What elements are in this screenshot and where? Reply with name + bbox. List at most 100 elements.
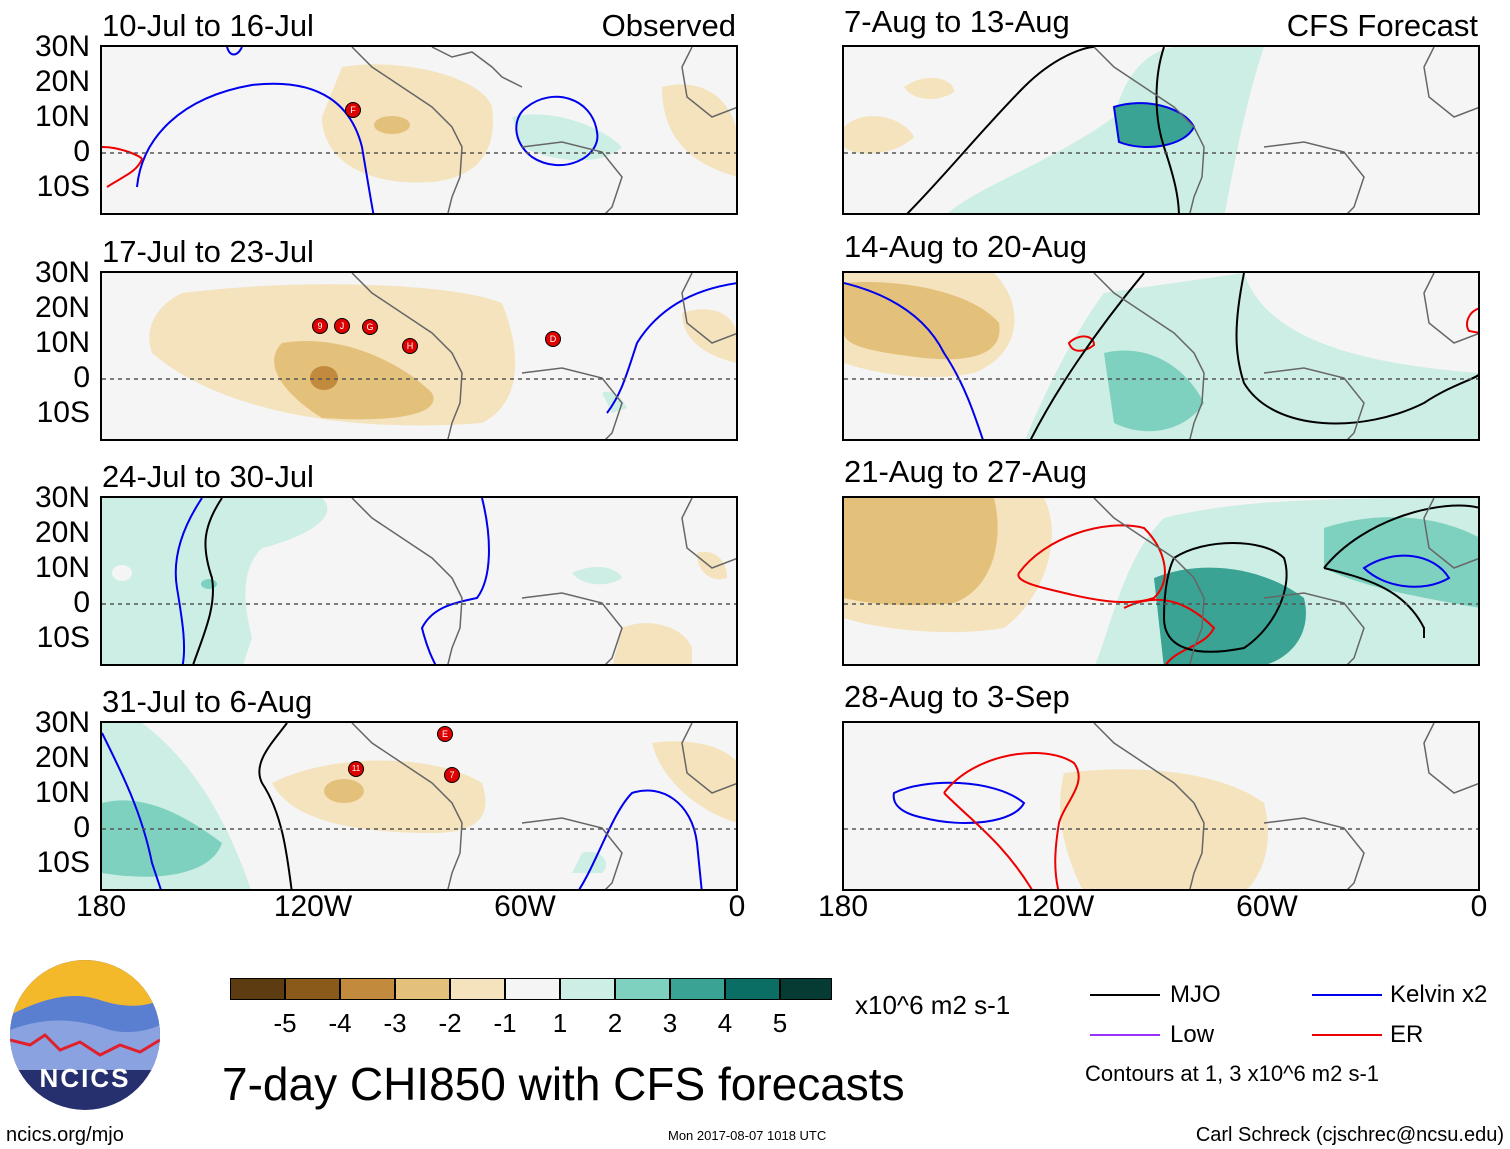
lat-label: 20N bbox=[34, 516, 90, 549]
storm-marker-7: 7 bbox=[444, 767, 460, 783]
lon-label: 180 bbox=[75, 890, 127, 923]
panel-title: 24-Jul to 30-Jul bbox=[102, 459, 314, 494]
colorbar-label: -5 bbox=[273, 1008, 297, 1038]
map-graphic bbox=[844, 498, 1478, 664]
contours-note: Contours at 1, 3 x10^6 m2 s-1 bbox=[1085, 1061, 1380, 1086]
map-graphic bbox=[102, 47, 736, 213]
colorbar-swatch bbox=[395, 978, 450, 1000]
cfs-forecast-label: CFS Forecast bbox=[1286, 8, 1478, 43]
colorbar-label: 4 bbox=[717, 1008, 733, 1038]
lat-label: 20N bbox=[34, 741, 90, 774]
colorbar-label: 2 bbox=[607, 1008, 623, 1038]
lon-label: 60W bbox=[494, 890, 556, 923]
footer-timestamp: Mon 2017-08-07 1018 UTC bbox=[668, 1128, 827, 1143]
panel-title: 10-Jul to 16-Jul bbox=[102, 8, 314, 43]
kelvin-legend-label: Kelvin x2 bbox=[1390, 981, 1488, 1008]
panel-title: 14-Aug to 20-Aug bbox=[844, 229, 1088, 264]
map-graphic bbox=[844, 47, 1478, 213]
colorbar-swatch bbox=[230, 978, 285, 1000]
colorbar-swatch bbox=[560, 978, 615, 1000]
footer-url[interactable]: ncics.org/mjo bbox=[6, 1124, 124, 1146]
lat-label: 30N bbox=[34, 256, 90, 289]
storm-marker-J: J bbox=[334, 318, 350, 334]
colorbar-label: -2 bbox=[438, 1008, 462, 1038]
panel-title: 28-Aug to 3-Sep bbox=[844, 679, 1070, 714]
map-panel-8 bbox=[842, 721, 1480, 891]
lat-label: 30N bbox=[34, 706, 90, 739]
lat-label: 0 bbox=[73, 586, 90, 619]
lon-label: 180 bbox=[817, 890, 869, 923]
lat-label: 10S bbox=[36, 846, 90, 879]
lat-label: 20N bbox=[34, 291, 90, 324]
panel-title: 7-Aug to 13-Aug bbox=[844, 4, 1070, 39]
lat-label: 30N bbox=[34, 30, 90, 63]
lon-label: 0 bbox=[728, 890, 746, 923]
storm-marker-H: H bbox=[402, 338, 418, 354]
map-panel-7 bbox=[842, 496, 1480, 666]
lat-label: 20N bbox=[34, 65, 90, 98]
ncics-logo: NCICS bbox=[10, 960, 160, 1110]
lat-label: 10N bbox=[34, 551, 90, 584]
lat-label: 0 bbox=[73, 135, 90, 168]
low-legend-label: Low bbox=[1170, 1021, 1215, 1048]
lat-label: 10S bbox=[36, 170, 90, 203]
map-panel-3 bbox=[100, 496, 738, 666]
panel-title: 21-Aug to 27-Aug bbox=[844, 454, 1088, 489]
lon-label: 120W bbox=[1015, 890, 1095, 923]
map-panel-4: E 11 7 bbox=[100, 721, 738, 891]
lat-label: 0 bbox=[73, 361, 90, 394]
map-graphic bbox=[102, 273, 736, 439]
storm-marker-G: G bbox=[362, 319, 378, 335]
colorbar-swatch bbox=[505, 978, 560, 1000]
lat-label: 10S bbox=[36, 396, 90, 429]
colorbar-label: -1 bbox=[493, 1008, 517, 1038]
colorbar-swatch bbox=[725, 978, 780, 1000]
er-legend-line bbox=[1312, 1034, 1382, 1036]
colorbar-label: -3 bbox=[383, 1008, 407, 1038]
map-panel-2: 9 J G H D bbox=[100, 271, 738, 441]
lon-label: 0 bbox=[1470, 890, 1488, 923]
footer-credit: Carl Schreck (cjschrec@ncsu.edu) bbox=[1195, 1124, 1504, 1146]
mjo-legend-line bbox=[1090, 994, 1160, 996]
observed-label: Observed bbox=[601, 8, 736, 43]
map-graphic bbox=[844, 273, 1478, 439]
map-panel-1: F bbox=[100, 45, 738, 215]
colorbar-swatch bbox=[450, 978, 505, 1000]
low-legend-line bbox=[1090, 1034, 1160, 1036]
lon-label: 120W bbox=[273, 890, 353, 923]
storm-marker-E: E bbox=[437, 726, 453, 742]
kelvin-legend-line bbox=[1312, 994, 1382, 996]
er-legend-label: ER bbox=[1390, 1021, 1424, 1048]
map-graphic bbox=[844, 723, 1478, 889]
lon-label: 60W bbox=[1236, 890, 1298, 923]
lat-label: 10N bbox=[34, 776, 90, 809]
colorbar-units: x10^6 m2 s-1 bbox=[855, 990, 1011, 1020]
colorbar-swatch bbox=[780, 978, 832, 1000]
storm-marker-11: 11 bbox=[348, 761, 364, 777]
map-graphic bbox=[102, 723, 736, 889]
colorbar-swatch bbox=[285, 978, 340, 1000]
lat-label: 10S bbox=[36, 621, 90, 654]
panel-title: 31-Jul to 6-Aug bbox=[102, 684, 313, 719]
map-panel-6 bbox=[842, 271, 1480, 441]
lat-label: 10N bbox=[34, 326, 90, 359]
main-title: 7-day CHI850 with CFS forecasts bbox=[222, 1058, 905, 1110]
colorbar-label: 3 bbox=[662, 1008, 678, 1038]
storm-marker-D: D bbox=[545, 331, 561, 347]
colorbar-swatch bbox=[340, 978, 395, 1000]
logo-text: NCICS bbox=[39, 1063, 131, 1093]
map-panel-5 bbox=[842, 45, 1480, 215]
colorbar-label: -4 bbox=[328, 1008, 352, 1038]
panel-title: 17-Jul to 23-Jul bbox=[102, 234, 314, 269]
map-graphic bbox=[102, 498, 736, 664]
colorbar-label: 5 bbox=[772, 1008, 788, 1038]
storm-marker-9: 9 bbox=[312, 318, 328, 334]
colorbar-swatch bbox=[670, 978, 725, 1000]
lat-label: 30N bbox=[34, 481, 90, 514]
colorbar-swatch bbox=[615, 978, 670, 1000]
mjo-legend-label: MJO bbox=[1170, 981, 1221, 1008]
storm-marker-F: F bbox=[345, 102, 361, 118]
colorbar-label: 1 bbox=[552, 1008, 568, 1038]
lat-label: 10N bbox=[34, 100, 90, 133]
lat-label: 0 bbox=[73, 811, 90, 844]
